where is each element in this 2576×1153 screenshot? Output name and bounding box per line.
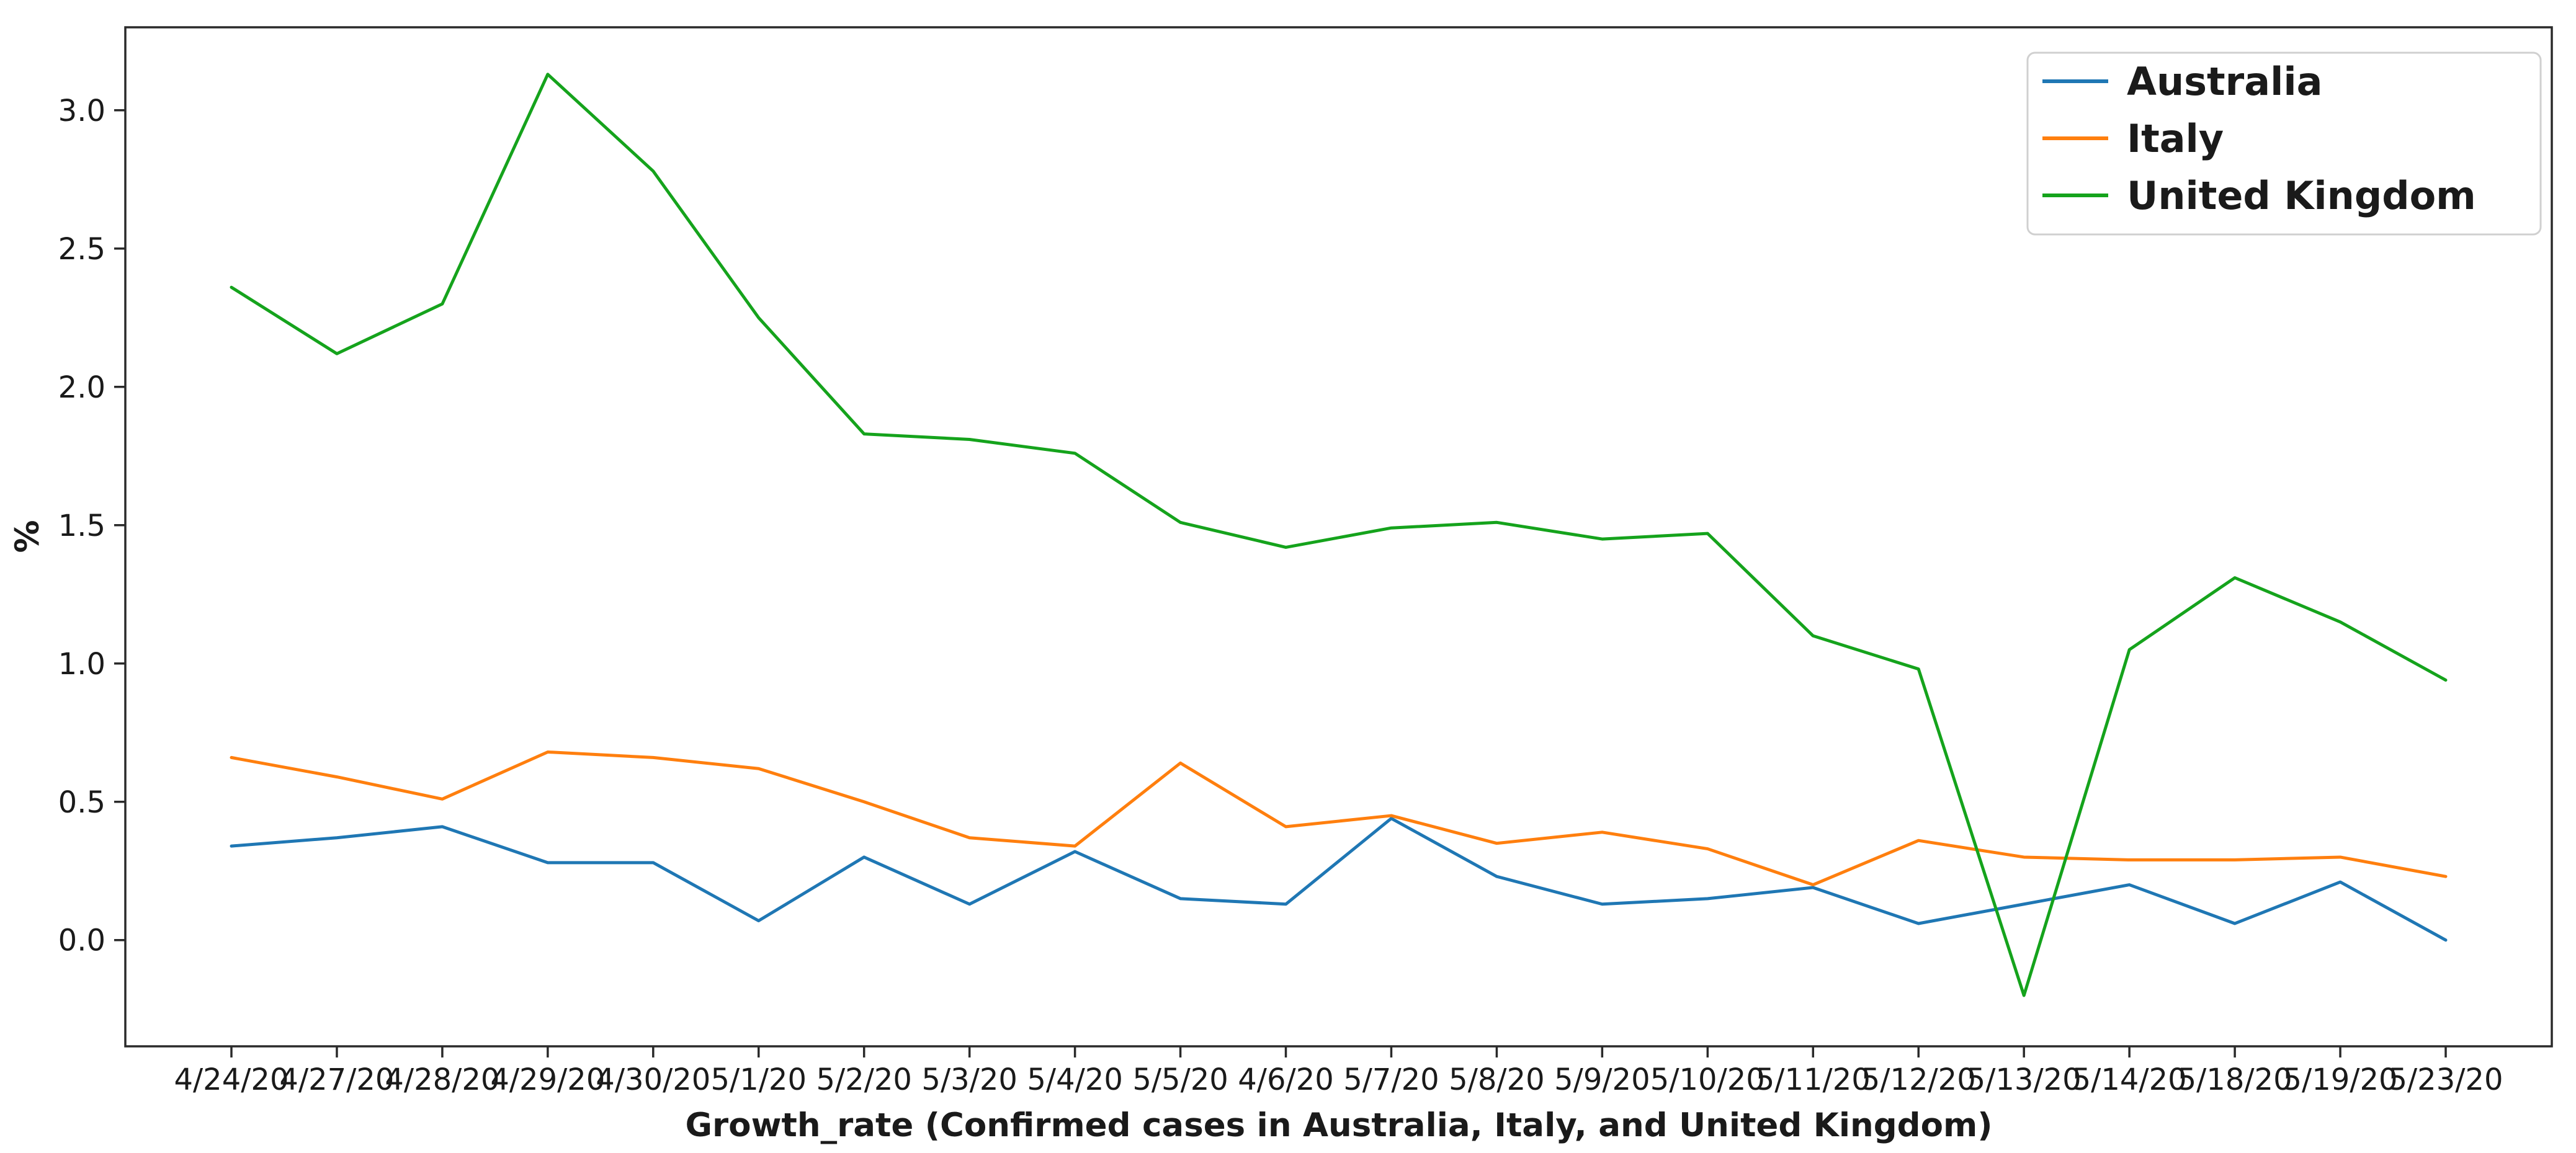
x-tick-label: 5/1/20 <box>711 1062 807 1097</box>
x-tick-label: 5/23/20 <box>2388 1062 2503 1097</box>
y-tick-label: 3.0 <box>58 94 105 128</box>
series-line-italy <box>230 750 2448 887</box>
y-tick-label: 2.5 <box>58 232 105 267</box>
x-tick-label: 5/19/20 <box>2283 1062 2398 1097</box>
x-tick-label: 4/24/20 <box>174 1062 288 1097</box>
x-tick-label: 5/9/20 <box>1554 1062 1650 1097</box>
x-tick-label: 5/14/20 <box>2072 1062 2187 1097</box>
legend-label-italy: Italy <box>2127 116 2224 161</box>
y-tick-label: 0.0 <box>58 924 105 958</box>
y-axis-title: % <box>9 520 47 553</box>
series-line-united-kingdom <box>230 73 2448 997</box>
x-tick-label: 5/18/20 <box>2178 1062 2292 1097</box>
x-tick-label: 5/3/20 <box>921 1062 1017 1097</box>
x-tick-label: 4/28/20 <box>385 1062 499 1097</box>
x-tick-label: 4/27/20 <box>279 1062 394 1097</box>
plot-area: 0.0 0.5 1.0 1.5 2.0 2.5 3.0 4/24/204/27/204/28/… <box>58 26 2553 1097</box>
y-tick-label: 1.5 <box>58 509 105 543</box>
x-tick-label: 4/6/20 <box>1238 1062 1334 1097</box>
legend-label-united-kingdom: United Kingdom <box>2127 173 2476 218</box>
x-tick-label: 5/11/20 <box>1756 1062 1871 1097</box>
series-line-australia <box>230 817 2448 942</box>
x-tick-label: 5/4/20 <box>1027 1062 1123 1097</box>
y-tick-label: 0.5 <box>58 785 105 820</box>
y-tick-label: 2.0 <box>58 370 105 405</box>
x-tick-label: 4/29/20 <box>490 1062 605 1097</box>
x-tick-label: 5/5/20 <box>1132 1062 1228 1097</box>
legend: Australia Italy United Kingdom <box>2026 51 2542 236</box>
x-tick-label: 5/10/20 <box>1650 1062 1765 1097</box>
x-tick-label: 4/30/20 <box>596 1062 710 1097</box>
x-tick-label: 5/7/20 <box>1343 1062 1439 1097</box>
x-axis-title: Growth_rate (Confirmed cases in Australi… <box>686 1106 1993 1144</box>
legend-label-australia: Australia <box>2127 59 2322 104</box>
y-tick-label: 1.0 <box>58 647 105 682</box>
x-tick-label: 5/8/20 <box>1449 1062 1545 1097</box>
legend-box <box>2026 51 2542 236</box>
x-tick-label: 5/12/20 <box>1861 1062 1976 1097</box>
plot-frame <box>124 26 2553 1048</box>
x-tick-label: 5/13/20 <box>1967 1062 2082 1097</box>
x-tick-label: 5/2/20 <box>816 1062 912 1097</box>
